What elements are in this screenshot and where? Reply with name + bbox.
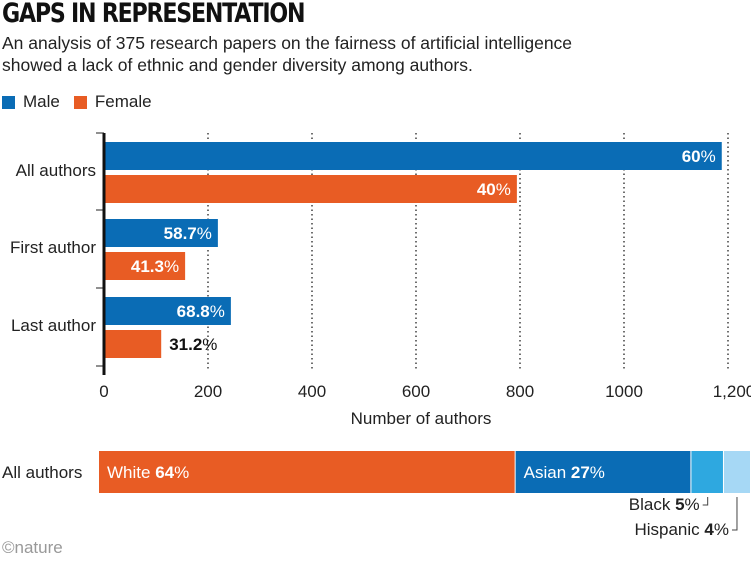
x-tick-label: 1,200	[713, 382, 751, 401]
bar-male	[104, 219, 218, 247]
bar-male	[104, 142, 722, 170]
legend: Male Female	[2, 92, 166, 112]
legend-label-male: Male	[23, 92, 60, 111]
legend-swatch-female	[73, 95, 87, 109]
category-label: First author	[10, 238, 96, 257]
category-label: All authors	[16, 161, 96, 180]
legend-label-female: Female	[94, 92, 152, 111]
x-tick-label: 1000	[605, 382, 643, 401]
x-tick-label: 0	[99, 382, 108, 401]
segment-label: Black 5%	[629, 495, 700, 514]
data-label: 58.7%	[164, 224, 212, 243]
bar-female	[104, 330, 162, 358]
bar-male	[104, 297, 231, 325]
data-label: 31.2%	[169, 335, 217, 354]
category-label: Last author	[11, 316, 96, 335]
x-axis-label: Number of authors	[351, 409, 492, 428]
leader-line	[731, 497, 738, 531]
data-label: 40%	[477, 180, 511, 199]
bar-female	[104, 252, 186, 280]
segment-white	[99, 451, 515, 493]
nature-logo: ©nature	[2, 538, 63, 557]
subtitle-line: An analysis of 375 research papers on th…	[2, 33, 573, 53]
x-tick-label: 400	[298, 382, 326, 401]
leader-line	[702, 497, 709, 506]
bar-female	[104, 175, 517, 203]
x-tick-label: 800	[506, 382, 534, 401]
x-tick-label: 600	[402, 382, 430, 401]
data-label: 41.3%	[131, 257, 179, 276]
category-label: All authors	[2, 463, 82, 482]
segment-label: White 64%	[107, 463, 189, 482]
segment-hispanic	[723, 451, 750, 493]
data-label: 68.8%	[177, 302, 225, 321]
data-label: 60%	[682, 147, 716, 166]
x-tick-label: 200	[194, 382, 222, 401]
legend-swatch-male	[2, 95, 15, 109]
subtitle-line: showed a lack of ethnic and gender diver…	[2, 55, 473, 75]
segment-black	[691, 451, 723, 493]
segment-label: Asian 27%	[524, 463, 605, 482]
chart-subtitle: An analysis of 375 research papers on th…	[2, 32, 572, 76]
segment-asian	[515, 451, 691, 493]
segment-label: Hispanic 4%	[634, 520, 729, 539]
chart-title: GAPS IN REPRESENTATION	[2, 0, 306, 29]
